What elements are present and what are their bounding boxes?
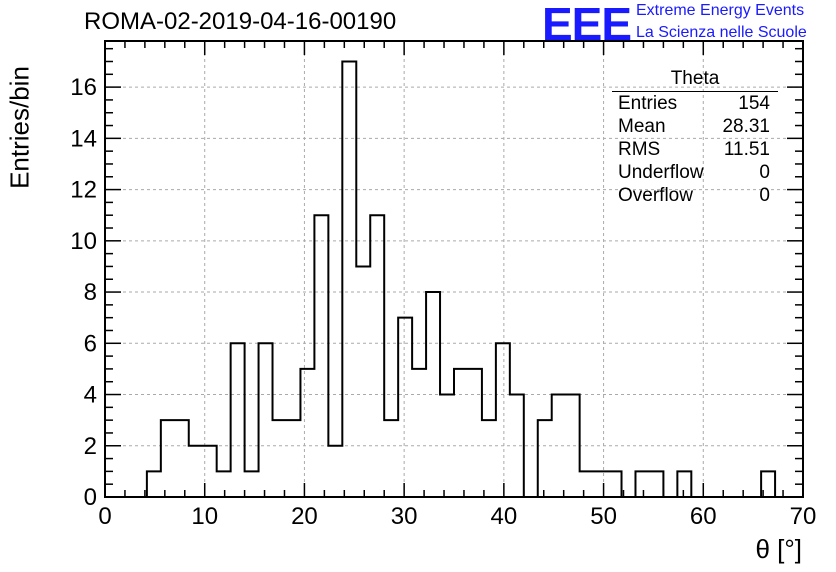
stats-value: 0 xyxy=(759,162,770,183)
y-tick-label: 10 xyxy=(70,228,97,255)
logo-line2: La Scienza nelle Scuole xyxy=(636,24,807,41)
stats-row-underflow: Underflow 0 xyxy=(610,161,778,184)
x-tick-label: 10 xyxy=(191,503,218,530)
eee-logo: EEE xyxy=(542,0,632,50)
run-title: ROMA-02-2019-04-16-00190 xyxy=(84,8,397,35)
x-axis-label: θ [°] xyxy=(755,534,802,564)
y-tick-label: 8 xyxy=(84,279,97,306)
stats-label: Mean xyxy=(618,116,666,137)
y-tick-label: 12 xyxy=(70,177,97,204)
y-tick-label: 0 xyxy=(84,484,97,511)
y-tick-label: 14 xyxy=(70,125,97,152)
stats-value: 11.51 xyxy=(723,139,770,160)
axis-ticks xyxy=(104,41,804,498)
stats-label: RMS xyxy=(618,139,661,160)
y-tick-label: 6 xyxy=(84,330,97,357)
y-tick-label: 2 xyxy=(84,433,97,460)
stats-title: Theta xyxy=(612,68,778,92)
x-tick-label: 0 xyxy=(98,503,111,530)
x-tick-label: 20 xyxy=(291,503,318,530)
logo-line1: Extreme Energy Events xyxy=(636,2,805,19)
stats-value: 0 xyxy=(759,185,770,206)
stats-label: Entries xyxy=(618,93,678,114)
stats-label: Underflow xyxy=(618,162,704,183)
stats-value: 28.31 xyxy=(722,116,770,137)
stats-box: Theta Entries 154 Mean 28.31 RMS 11.51 Underfl… xyxy=(610,68,778,207)
x-tick-label: 60 xyxy=(690,503,717,530)
plot-frame xyxy=(104,40,804,498)
stats-value: 154 xyxy=(738,93,770,114)
y-tick-label: 16 xyxy=(70,74,97,101)
stats-rows: Entries 154 Mean 28.31 RMS 11.51 Underflow 0 Ove… xyxy=(610,92,778,207)
axis-tick-labels: 0 10 20 30 40 50 60 70 0 2 4 6 8 10 12 14 16 xyxy=(70,74,816,530)
stats-row-entries: Entries 154 xyxy=(610,92,778,115)
y-tick-label: 4 xyxy=(84,382,97,409)
x-tick-label: 30 xyxy=(391,503,418,530)
stats-row-rms: RMS 11.51 xyxy=(610,138,778,161)
stats-label: Overflow xyxy=(618,185,693,206)
x-tick-label: 40 xyxy=(491,503,518,530)
x-tick-label: 70 xyxy=(790,503,817,530)
x-tick-label: 50 xyxy=(590,503,617,530)
stats-row-mean: Mean 28.31 xyxy=(610,115,778,138)
stats-row-overflow: Overflow 0 xyxy=(610,184,778,207)
